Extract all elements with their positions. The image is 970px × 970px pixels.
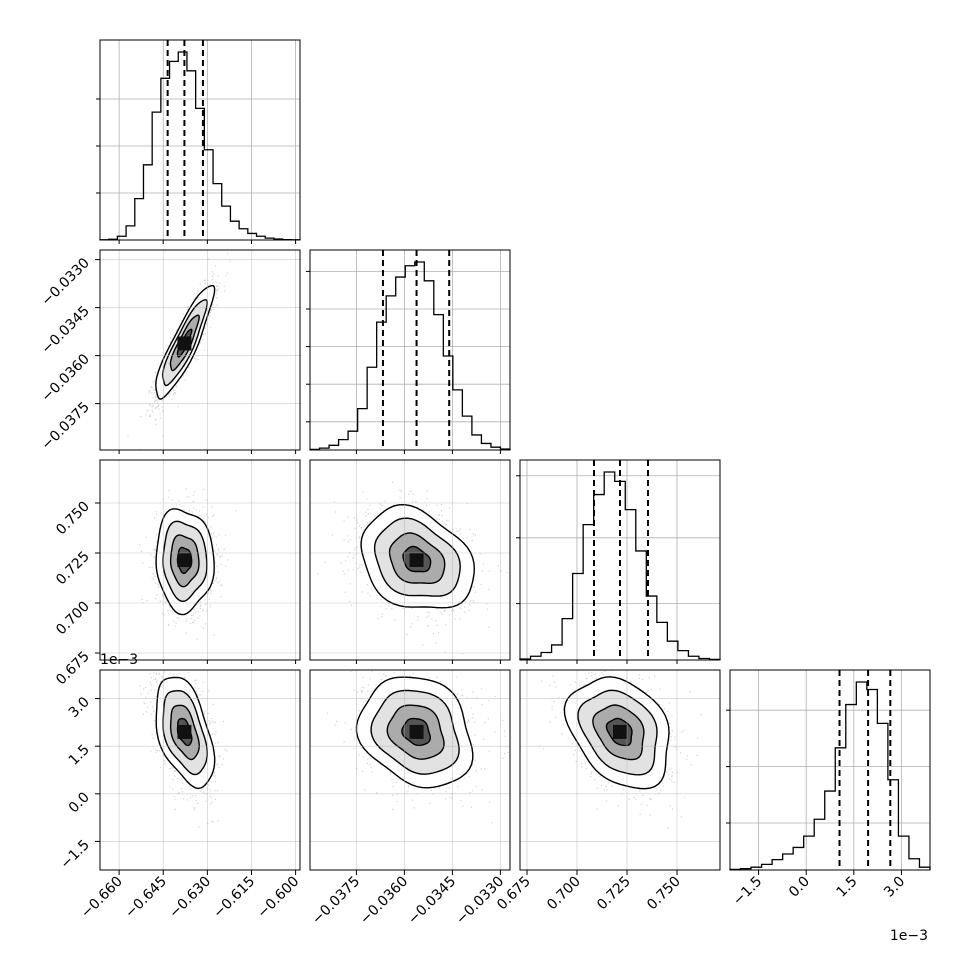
ytick-label-3-1: 0.0: [66, 789, 93, 816]
pair-frame-2-3: [519, 669, 721, 871]
hist-step-3: [729, 681, 931, 871]
ytick-label-2-2: 0.725: [53, 549, 93, 589]
contour-0-3-0: [155, 676, 216, 790]
contour-2-3-3: [605, 717, 633, 747]
pair-panel-1-2: [309, 459, 511, 661]
contour-1-3-2: [386, 704, 445, 760]
pair-frame-1-2: [309, 459, 511, 661]
ytick-label-1-1: −0.0345: [39, 303, 93, 357]
hist-panel-0: [96, 39, 301, 241]
pair-frame-0-3: [99, 669, 301, 871]
contour-2-3-2: [592, 704, 645, 761]
ytick-label-2-3: 0.750: [53, 499, 93, 539]
hist-panel-2: [516, 459, 721, 661]
pair-panel-0-2: [99, 459, 301, 661]
density-peak-0-2: [177, 553, 192, 567]
pair-frame-0-1: [99, 249, 301, 451]
xtick-label-0-0: −0.660: [78, 874, 126, 922]
xtick-label-1-2: −0.0345: [405, 874, 459, 928]
xtick-label-3-0: −1.5: [730, 874, 765, 909]
xtick-label-0-4: −0.600: [254, 874, 302, 922]
density-peak-1-3: [409, 724, 424, 739]
xtick-label-0-2: −0.630: [166, 874, 214, 922]
contour-2-3-1: [577, 689, 658, 776]
density-peak-0-1: [177, 336, 192, 351]
hist-frame-3: [729, 669, 931, 871]
xtick-label-2-2: 0.725: [594, 874, 634, 914]
contour-0-1-2: [169, 314, 200, 372]
contour-1-2-1: [373, 517, 461, 597]
contour-0-1-0: [155, 284, 216, 400]
ytick-label-3-0: −1.5: [57, 837, 92, 872]
xtick-label-1-1: −0.0360: [357, 874, 411, 928]
density-peak-2-3: [613, 724, 627, 739]
contour-1-3-3: [401, 717, 431, 747]
offset-text-x: 1e−3: [890, 928, 928, 944]
pair-frame-1-3: [309, 669, 511, 871]
contour-1-2-3: [402, 545, 432, 573]
pair-frame-0-2: [99, 459, 301, 661]
contour-1-2-0: [360, 503, 476, 609]
ytick-label-1-2: −0.0360: [39, 351, 93, 405]
ytick-label-2-1: 0.700: [53, 599, 93, 639]
xtick-label-2-3: 0.750: [644, 874, 684, 914]
ytick-label-2-0: 0.675: [53, 649, 93, 689]
hist-frame-2: [519, 459, 721, 661]
contour-0-3-2: [169, 704, 200, 761]
density-peak-0-3: [177, 724, 192, 739]
hist-frame-1: [309, 249, 511, 451]
xtick-label-3-2: 1.5: [834, 874, 861, 901]
hist-panel-3: [726, 669, 931, 871]
contour-1-3-0: [355, 676, 474, 789]
hist-step-0: [99, 51, 301, 241]
offset-text-y: 1e−3: [100, 652, 138, 668]
pair-panel-1-3: [309, 669, 511, 871]
hist-frame-0: [99, 39, 301, 241]
ytick-label-1-0: −0.0330: [39, 255, 93, 309]
pair-panel-2-3: [519, 669, 721, 871]
contour-0-2-0: [155, 508, 215, 616]
contour-1-2-2: [388, 532, 446, 585]
xtick-label-0-3: −0.615: [210, 874, 258, 922]
ytick-label-1-3: −0.0375: [39, 399, 93, 453]
contour-2-3-0: [563, 676, 670, 790]
ytick-label-3-2: 1.5: [66, 742, 93, 769]
xtick-label-1-0: −0.0375: [309, 874, 363, 928]
hist-panel-1: [306, 249, 511, 451]
pair-panel-0-1: [99, 249, 301, 451]
pair-panel-0-3: [99, 669, 301, 871]
density-peak-1-2: [409, 553, 424, 567]
hist-step-1: [309, 261, 511, 451]
xtick-label-0-1: −0.645: [122, 874, 170, 922]
ytick-label-3-3: 3.0: [66, 694, 93, 721]
xtick-label-3-1: 0.0: [786, 874, 813, 901]
xtick-label-3-3: 3.0: [881, 874, 908, 901]
contour-0-2-2: [169, 534, 200, 588]
xtick-label-2-1: 0.700: [544, 874, 584, 914]
